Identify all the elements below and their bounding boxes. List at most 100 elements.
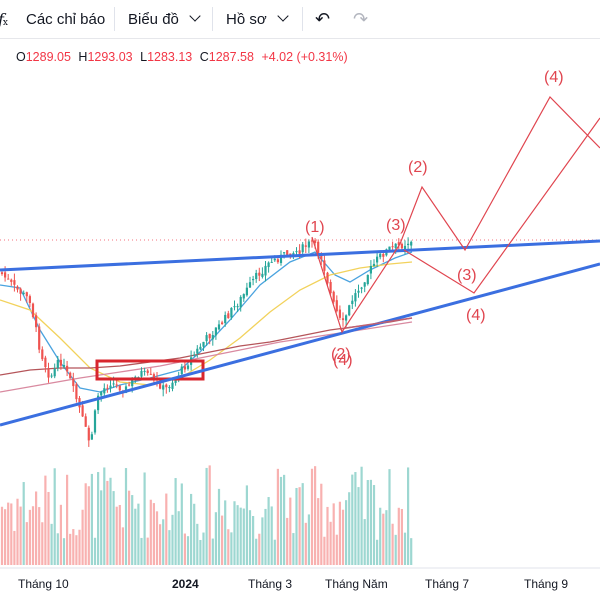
volume-bar xyxy=(199,539,202,565)
volume-bar xyxy=(69,533,72,565)
volume-bar xyxy=(366,480,369,565)
candle-body xyxy=(0,272,4,275)
redo-arrow-icon[interactable]: ↷ xyxy=(353,8,369,29)
volume-bar xyxy=(0,506,4,565)
volume-bar xyxy=(90,473,93,565)
volume-bar xyxy=(372,485,376,565)
volume-bar xyxy=(152,503,155,565)
candle-body xyxy=(376,256,379,263)
candle-body xyxy=(25,292,28,297)
candle-body xyxy=(4,272,7,278)
open-key: O xyxy=(16,50,26,64)
undo-arrow-icon[interactable]: ↶ xyxy=(315,8,331,29)
volume-bar xyxy=(301,483,304,565)
toolbar-divider xyxy=(212,7,213,31)
candle-body xyxy=(69,372,72,379)
x-label-sep: Tháng 9 xyxy=(524,577,568,591)
volume-bar xyxy=(270,506,273,565)
candle-body xyxy=(214,327,217,336)
volume-bar xyxy=(310,468,314,565)
candle-body xyxy=(168,387,171,389)
volume-bar xyxy=(38,507,41,565)
volume-bar xyxy=(376,539,379,565)
volume-bar xyxy=(97,472,100,565)
candle-body xyxy=(81,405,84,417)
price-chart[interactable]: (1) (2) (3) (4) (3) (4) (2) (4) Tháng 10… xyxy=(0,38,600,600)
candle-body xyxy=(345,315,348,321)
candle-body xyxy=(307,241,310,248)
volume-bar xyxy=(134,508,137,565)
candle-body xyxy=(149,373,152,375)
volume-bar xyxy=(56,533,59,565)
candle-body xyxy=(310,240,314,242)
chart-type-button[interactable]: Biểu đồ xyxy=(128,0,201,38)
candle-body xyxy=(341,318,345,321)
candle-body xyxy=(326,272,329,284)
candle-body xyxy=(242,294,245,299)
volume-bar xyxy=(106,480,109,565)
candle-body xyxy=(335,300,338,312)
volume-bar xyxy=(292,533,295,565)
volume-bar xyxy=(112,491,115,565)
candle-body xyxy=(239,296,242,308)
candle-body xyxy=(109,385,112,389)
volume-bar xyxy=(4,509,7,565)
volume-bar xyxy=(190,493,193,565)
indicators-button[interactable]: Các chỉ báo xyxy=(26,0,105,38)
wave-label-2-top: (2) xyxy=(408,159,428,176)
candle-body xyxy=(270,261,273,263)
candle-body xyxy=(93,410,97,433)
volume-bar xyxy=(407,467,410,565)
volume-bar xyxy=(53,468,56,565)
candle-body xyxy=(208,333,211,339)
volume-bar xyxy=(348,492,351,565)
candle-body xyxy=(35,315,38,328)
candle-body xyxy=(115,384,118,386)
candle-body xyxy=(75,384,78,400)
wave-label-4-low: (4) xyxy=(333,352,353,369)
candle-body xyxy=(128,384,131,386)
volume-bar xyxy=(264,508,267,565)
high-value: 1293.03 xyxy=(87,50,133,64)
volume-bar xyxy=(103,467,106,565)
volume-bar xyxy=(307,514,310,565)
volume-bar xyxy=(146,537,149,565)
wave-path-upper xyxy=(311,96,600,334)
volume-bar xyxy=(214,512,217,565)
x-label-2024: 2024 xyxy=(172,577,199,591)
candle-body xyxy=(403,245,407,250)
volume-bar xyxy=(28,509,31,565)
volume-bar xyxy=(7,502,10,565)
candle-body xyxy=(391,246,394,248)
open-value: 1289.05 xyxy=(25,50,71,64)
volume-bar xyxy=(131,495,134,565)
volume-bar xyxy=(87,486,90,565)
volume-bar xyxy=(140,537,143,565)
chevron-down-icon xyxy=(277,10,289,22)
candle-body xyxy=(261,273,264,277)
candle-body xyxy=(348,305,351,316)
volume-bar xyxy=(369,479,372,565)
volume-bar xyxy=(320,483,323,565)
profile-button[interactable]: Hồ sơ xyxy=(226,0,289,38)
wave-label-4-mid: (4) xyxy=(466,307,486,324)
candle-body xyxy=(233,306,236,308)
low-key: L xyxy=(140,50,148,64)
volume-bar xyxy=(143,472,146,565)
volume-bar xyxy=(317,498,320,565)
candle-body xyxy=(283,252,286,254)
volume-bar xyxy=(388,469,391,565)
volume-bar xyxy=(168,530,171,565)
volume-bar xyxy=(363,519,366,565)
volume-bar xyxy=(93,537,97,565)
candle-body xyxy=(317,241,320,255)
volume-bar xyxy=(391,523,394,565)
candle-body xyxy=(314,240,317,243)
volume-bar xyxy=(295,487,298,565)
function-fx-icon[interactable]: fx xyxy=(0,10,8,29)
volume-bar xyxy=(16,498,19,565)
candle-body xyxy=(165,384,168,388)
candle-body xyxy=(7,278,10,280)
change-value: +4.02 (+0.31%) xyxy=(261,50,348,64)
volume-bar xyxy=(242,508,245,565)
